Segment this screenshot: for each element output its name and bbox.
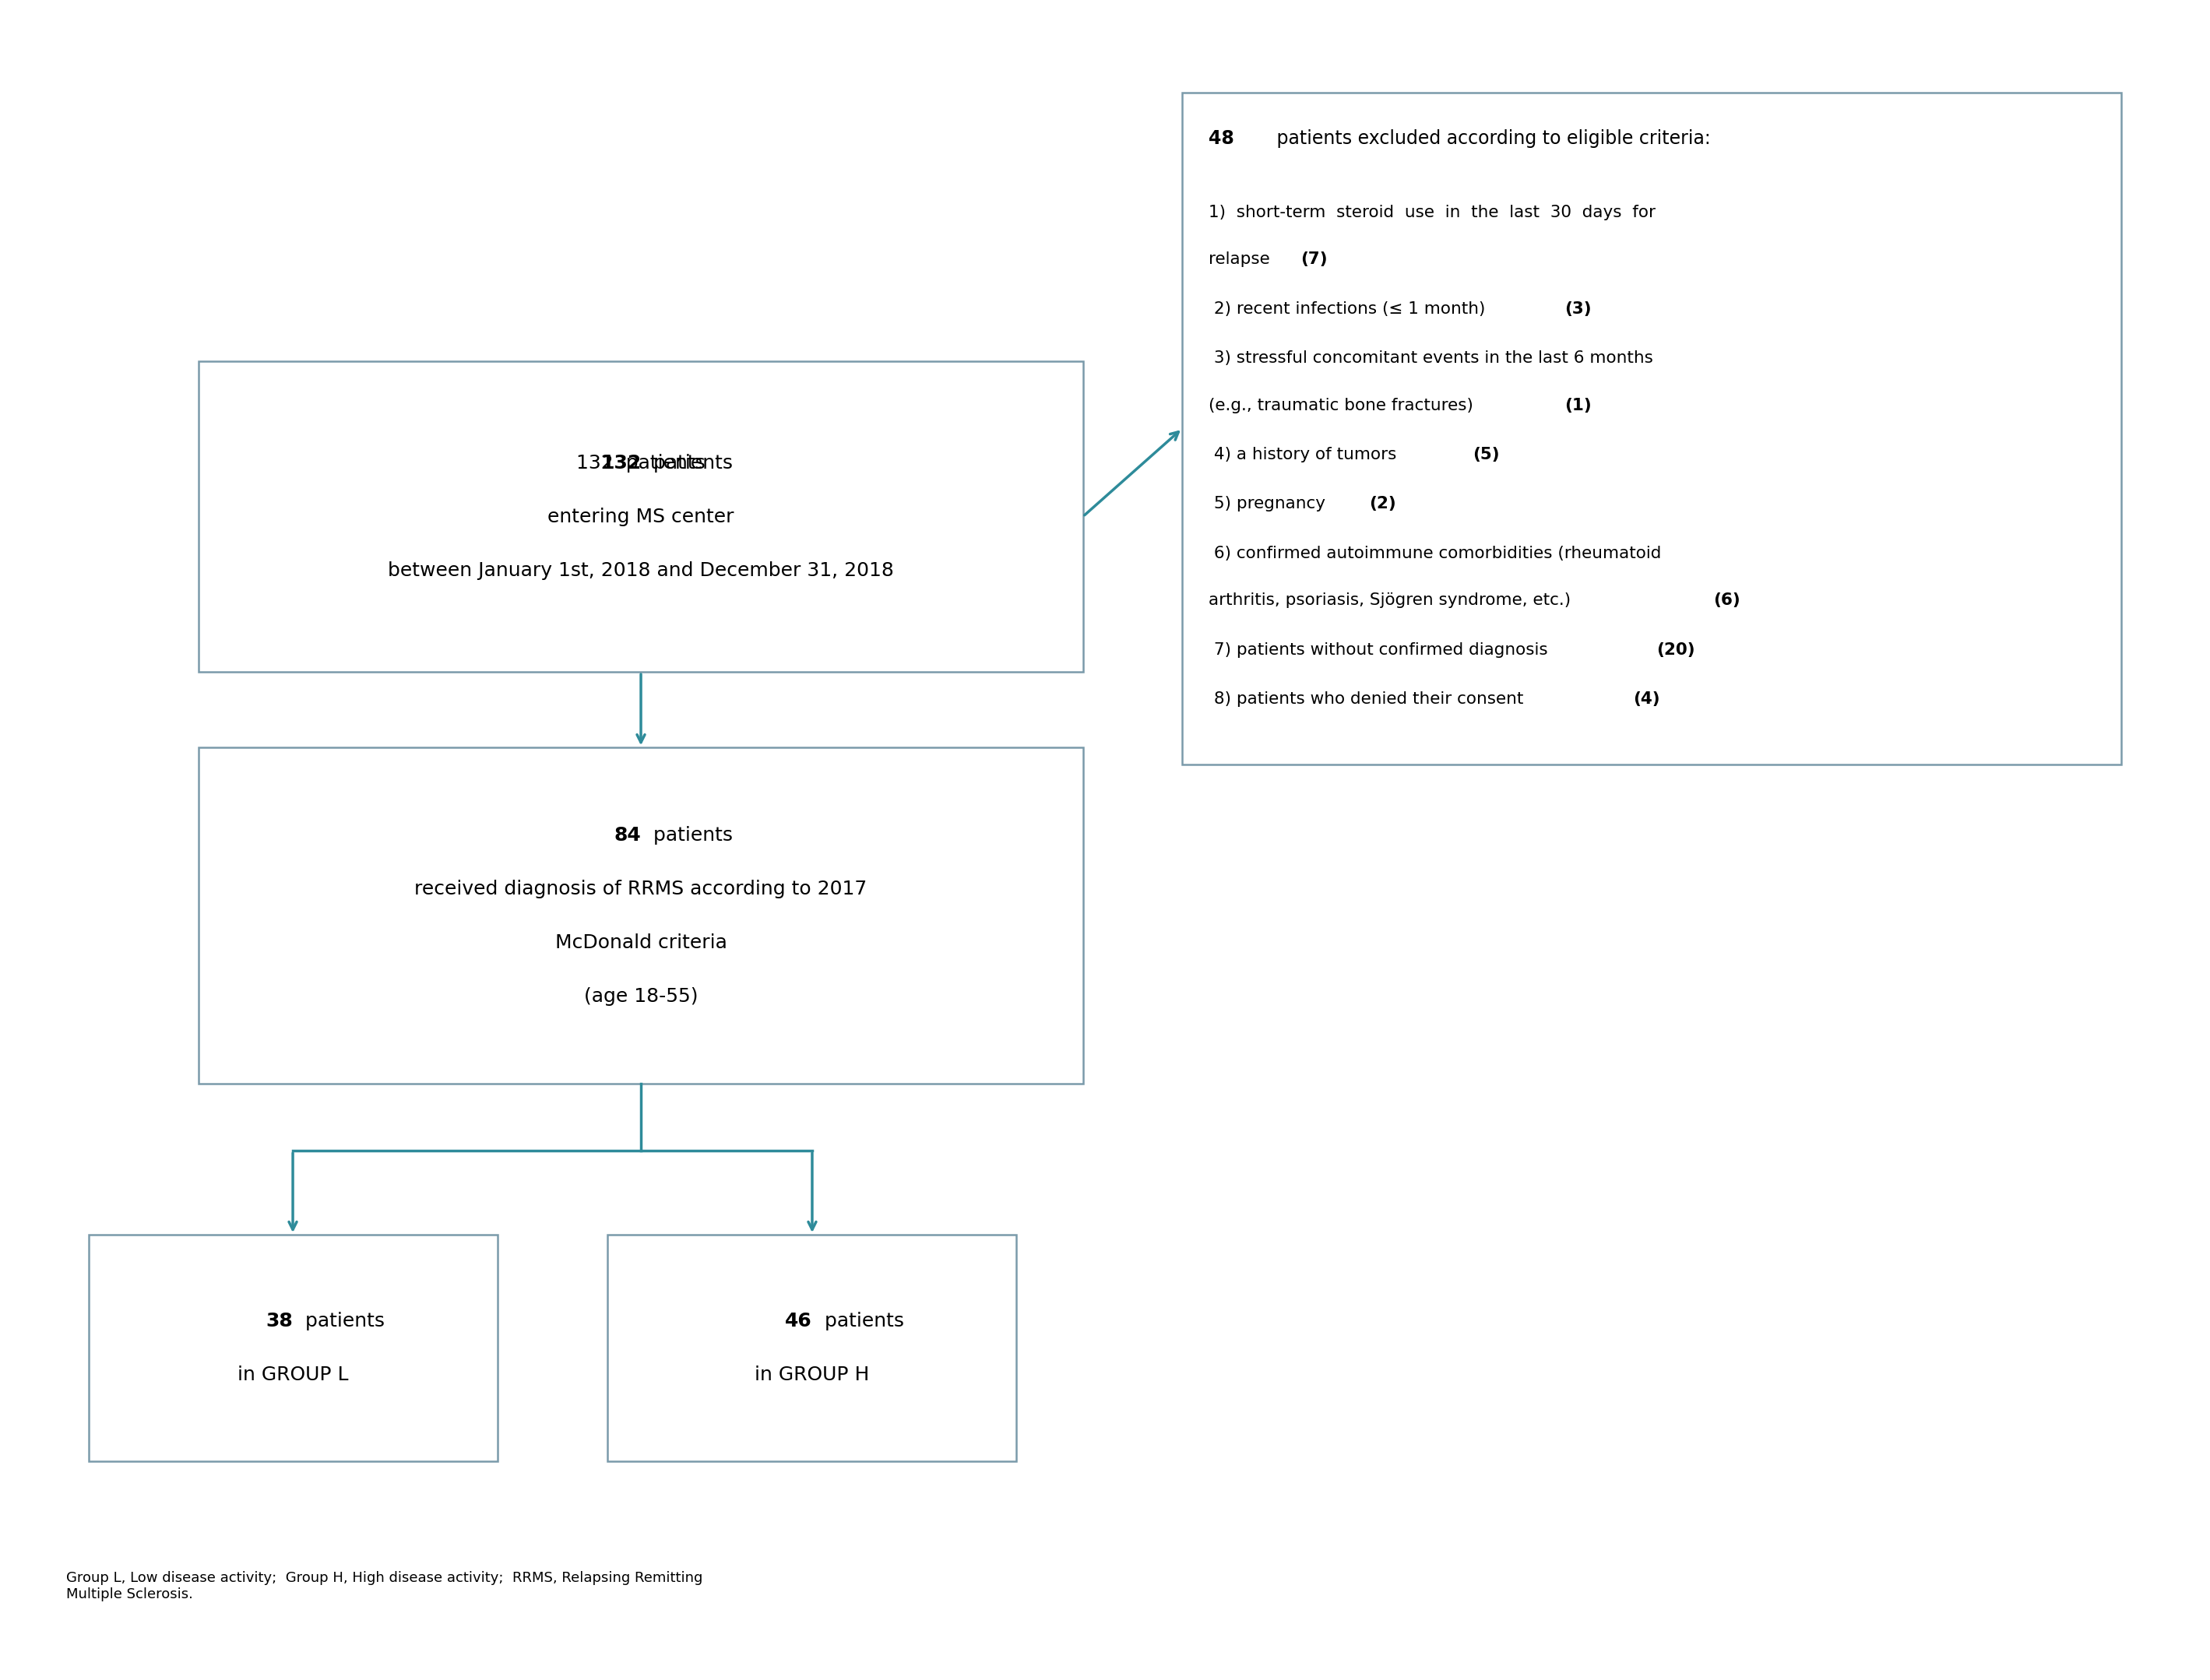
Text: 6) confirmed autoimmune comorbidities (rheumatoid: 6) confirmed autoimmune comorbidities (r…: [1209, 546, 1662, 561]
Text: 2) recent infections (≤ 1 month): 2) recent infections (≤ 1 month): [1209, 301, 1485, 316]
Text: 84: 84: [614, 825, 641, 845]
Text: 5) pregnancy: 5) pregnancy: [1209, 496, 1330, 512]
Text: patients: patients: [292, 1312, 385, 1331]
Text: 48: 48: [1209, 129, 1235, 148]
Text: Group L, Low disease activity;  Group H, High disease activity;  RRMS, Relapsing: Group L, Low disease activity; Group H, …: [66, 1571, 703, 1601]
Text: (7): (7): [1302, 252, 1328, 267]
Bar: [199, 361, 1083, 672]
Text: arthritis, psoriasis, Sjögren syndrome, etc.): arthritis, psoriasis, Sjögren syndrome, …: [1209, 593, 1576, 608]
Text: (1): (1): [1565, 398, 1591, 413]
Text: (2): (2): [1370, 496, 1397, 512]
Text: patients: patients: [641, 825, 734, 845]
Text: (6): (6): [1713, 593, 1741, 608]
Text: in GROUP H: in GROUP H: [756, 1366, 869, 1384]
Text: between January 1st, 2018 and December 31, 2018: between January 1st, 2018 and December 3…: [389, 561, 893, 580]
Text: (e.g., traumatic bone fractures): (e.g., traumatic bone fractures): [1209, 398, 1474, 413]
Bar: [608, 1235, 1017, 1462]
Text: 132: 132: [601, 454, 641, 472]
Text: (age 18-55): (age 18-55): [583, 986, 698, 1006]
Text: 4) a history of tumors: 4) a history of tumors: [1209, 447, 1401, 462]
Text: received diagnosis of RRMS according to 2017: received diagnosis of RRMS according to …: [415, 879, 866, 899]
Text: patients: patients: [813, 1312, 904, 1331]
Text: (20): (20): [1655, 642, 1695, 657]
Text: (3): (3): [1565, 301, 1591, 316]
Text: 132  patients: 132 patients: [577, 454, 705, 472]
Bar: [1182, 92, 2122, 764]
Text: patients excluded according to eligible criteria:: patients excluded according to eligible …: [1271, 129, 1711, 148]
Text: McDonald criteria: McDonald criteria: [555, 932, 727, 953]
Text: 38: 38: [265, 1312, 292, 1331]
Text: patients: patients: [641, 454, 734, 472]
Text: 3) stressful concomitant events in the last 6 months: 3) stressful concomitant events in the l…: [1209, 351, 1653, 366]
Text: entering MS center: entering MS center: [548, 507, 734, 526]
Text: 7) patients without confirmed diagnosis: 7) patients without confirmed diagnosis: [1209, 642, 1554, 657]
Bar: [199, 748, 1083, 1084]
Text: (4): (4): [1633, 692, 1660, 707]
Text: relapse: relapse: [1209, 252, 1275, 267]
Text: 8) patients who denied their consent: 8) patients who denied their consent: [1209, 692, 1529, 707]
Bar: [88, 1235, 497, 1462]
Text: (5): (5): [1472, 447, 1501, 462]
Text: 46: 46: [785, 1312, 813, 1331]
Text: in GROUP L: in GROUP L: [236, 1366, 349, 1384]
Text: 1)  short-term  steroid  use  in  the  last  30  days  for: 1) short-term steroid use in the last 30…: [1209, 205, 1655, 220]
